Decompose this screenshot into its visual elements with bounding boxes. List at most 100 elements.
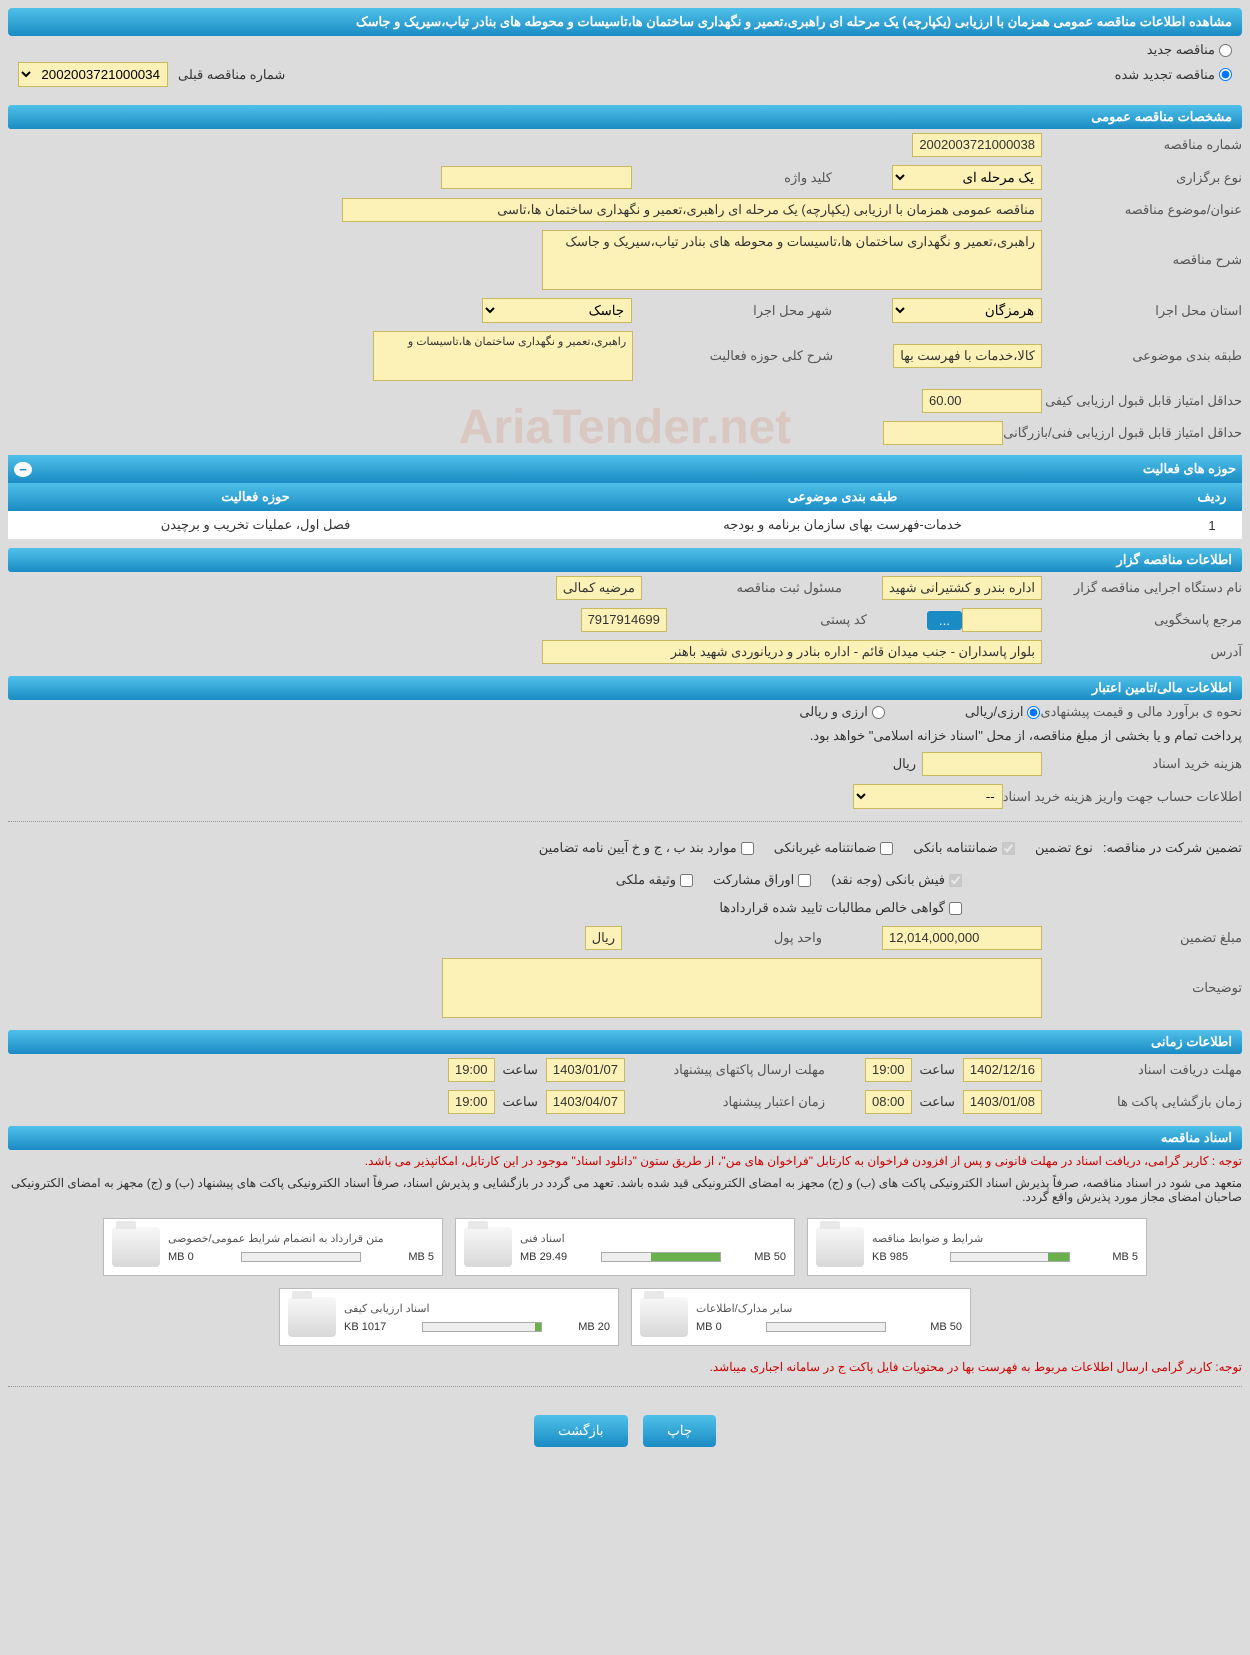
- resp-label: مسئول ثبت مناقصه: [642, 580, 842, 596]
- section-documents: اسناد مناقصه: [8, 1126, 1242, 1150]
- receive-time: 19:00: [865, 1058, 912, 1082]
- doc-used: 1017 KB: [344, 1321, 386, 1333]
- chk-property[interactable]: [680, 874, 693, 887]
- label-renewed: مناقصه تجدید شده: [1115, 67, 1215, 83]
- doc-max: 50 MB: [754, 1251, 786, 1263]
- radio-rial[interactable]: [1027, 706, 1040, 719]
- province-select[interactable]: هرمزگان: [892, 298, 1042, 323]
- type-select[interactable]: یک مرحله ای: [892, 165, 1042, 190]
- doc-used: 0 MB: [696, 1321, 722, 1333]
- table-row: 1 خدمات-فهرست بهای سازمان برنامه و بودجه…: [8, 511, 1242, 540]
- print-button[interactable]: چاپ: [643, 1415, 716, 1447]
- postal-label: کد پستی: [667, 612, 867, 628]
- chk-bonds[interactable]: [798, 874, 811, 887]
- doc-max: 20 MB: [578, 1321, 610, 1333]
- payment-note: پرداخت تمام و یا بخشی از مبلغ مناقصه، از…: [810, 728, 1242, 744]
- keyword-input[interactable]: [441, 166, 632, 189]
- doc-used: 985 KB: [872, 1251, 908, 1263]
- col-area: حوزه فعالیت: [8, 483, 503, 511]
- doc-title: اسناد ارزیابی کیفی: [344, 1302, 610, 1315]
- radio-renewed[interactable]: [1219, 68, 1232, 81]
- doc-card[interactable]: شرایط و ضوابط مناقصه 5 MB 985 KB: [807, 1218, 1147, 1276]
- validity-time: 19:00: [448, 1090, 495, 1114]
- min-quality-label: حداقل امتیاز قابل قبول ارزیابی کیفی: [1042, 393, 1242, 409]
- subject-value: مناقصه عمومی همزمان با ارزیابی (یکپارچه)…: [342, 198, 1042, 222]
- subject-label: عنوان/موضوع مناقصه: [1042, 202, 1242, 218]
- section-timing: اطلاعات زمانی: [8, 1030, 1242, 1054]
- city-label: شهر محل اجرا: [632, 303, 832, 319]
- desc-value: راهبری،تعمیر و نگهداری ساختمان ها،تاسیسا…: [542, 230, 1042, 290]
- keyword-label: کلید واژه: [632, 170, 832, 186]
- page-title: مشاهده اطلاعات مناقصه عمومی همزمان با ار…: [8, 8, 1242, 36]
- activity-desc-label: شرح کلی حوزه فعالیت: [633, 348, 833, 364]
- chk-bank: [1002, 842, 1015, 855]
- unit-label: واحد پول: [622, 930, 822, 946]
- doc-max: 5 MB: [1112, 1251, 1138, 1263]
- chk-receivables[interactable]: [949, 902, 962, 915]
- currency-label: ریال: [893, 756, 916, 772]
- account-select[interactable]: --: [853, 784, 1003, 809]
- doc-title: شرایط و ضوابط مناقصه: [872, 1232, 1138, 1245]
- estimate-label: نحوه ی برآورد مالی و قیمت پیشنهادی: [1040, 704, 1242, 720]
- radio-both[interactable]: [872, 706, 885, 719]
- section-general: مشخصات مناقصه عمومی: [8, 105, 1242, 129]
- doc-card[interactable]: سایر مدارک/اطلاعات 50 MB 0 MB: [631, 1288, 971, 1346]
- activity-desc-value: راهبری،تعمیر و نگهداری ساختمان ها،تاسیسا…: [373, 331, 633, 381]
- unit-value: ریال: [585, 926, 622, 950]
- doc-max: 5 MB: [408, 1251, 434, 1263]
- city-select[interactable]: جاسک: [482, 298, 632, 323]
- receive-label: مهلت دریافت اسناد: [1042, 1062, 1242, 1078]
- activity-table-title: حوزه های فعالیت: [38, 455, 1242, 483]
- category-value: کالا،خدمات با فهرست بها: [893, 344, 1042, 368]
- doc-title: اسناد فنی: [520, 1232, 786, 1245]
- back-button[interactable]: بازگشت: [534, 1415, 628, 1447]
- address-label: آدرس: [1042, 644, 1242, 660]
- org-value: اداره بندر و کشتیرانی شهید: [882, 576, 1042, 600]
- doc-max: 50 MB: [930, 1321, 962, 1333]
- amount-value: 12,014,000,000: [882, 926, 1042, 950]
- tender-no: 2002003721000038: [912, 133, 1042, 157]
- section-financial: اطلاعات مالی/تامین اعتبار: [8, 676, 1242, 700]
- validity-label: زمان اعتبار پیشنهاد: [625, 1094, 825, 1110]
- ellipsis-button[interactable]: ...: [927, 611, 962, 630]
- folder-icon: [816, 1227, 864, 1267]
- notes-textarea[interactable]: [442, 958, 1042, 1018]
- doc-card[interactable]: اسناد فنی 50 MB 29.49 MB: [455, 1218, 795, 1276]
- submit-date: 1403/01/07: [546, 1058, 625, 1082]
- doc-card[interactable]: متن قرارداد به انضمام شرایط عمومی/خصوصی …: [103, 1218, 443, 1276]
- notes-label: توضیحات: [1042, 980, 1242, 996]
- amount-label: مبلغ تضمین: [1042, 930, 1242, 946]
- section-organizer: اطلاعات مناقصه گزار: [8, 548, 1242, 572]
- docs-note3: توجه: کاربر گرامی ارسال اطلاعات مربوط به…: [8, 1356, 1242, 1378]
- tender-no-label: شماره مناقصه: [1042, 137, 1242, 153]
- org-label: نام دستگاه اجرایی مناقصه گزار: [1042, 580, 1242, 596]
- doc-card[interactable]: اسناد ارزیابی کیفی 20 MB 1017 KB: [279, 1288, 619, 1346]
- province-label: استان محل اجرا: [1042, 303, 1242, 319]
- doc-used: 0 MB: [168, 1251, 194, 1263]
- resp-value: مرضیه کمالی: [556, 576, 642, 600]
- guarantee-type-label: نوع تضمین: [1035, 840, 1093, 856]
- chk-regulation[interactable]: [741, 842, 754, 855]
- contact-label: مرجع پاسخگویی: [1042, 612, 1242, 628]
- prev-no-select[interactable]: 2002003721000034: [18, 62, 168, 87]
- min-tech-label: حداقل امتیاز قابل قبول ارزیابی فنی/بازرگ…: [1003, 425, 1242, 441]
- doc-progress: [422, 1322, 542, 1332]
- account-label: اطلاعات حساب جهت واریز هزینه خرید اسناد: [1003, 789, 1242, 805]
- desc-label: شرح مناقصه: [1042, 252, 1242, 268]
- receive-date: 1402/12/16: [963, 1058, 1042, 1082]
- folder-icon: [112, 1227, 160, 1267]
- contact-value: [962, 608, 1042, 632]
- chk-nonbank[interactable]: [880, 842, 893, 855]
- doc-progress: [241, 1252, 361, 1262]
- docs-note1: توجه : کاربر گرامی، دریافت اسناد در مهلت…: [8, 1150, 1242, 1172]
- col-category: طبقه بندی موضوعی: [503, 483, 1182, 511]
- address-value: بلوار پاسداران - جنب میدان قائم - اداره …: [542, 640, 1042, 664]
- doc-progress: [601, 1252, 721, 1262]
- folder-icon: [464, 1227, 512, 1267]
- doc-cost-label: هزینه خرید اسناد: [1042, 756, 1242, 772]
- folder-icon: [288, 1297, 336, 1337]
- minus-icon[interactable]: −: [14, 462, 32, 477]
- min-quality-value: 60.00: [922, 389, 1042, 413]
- radio-new[interactable]: [1219, 44, 1232, 57]
- chk-cash: [949, 874, 962, 887]
